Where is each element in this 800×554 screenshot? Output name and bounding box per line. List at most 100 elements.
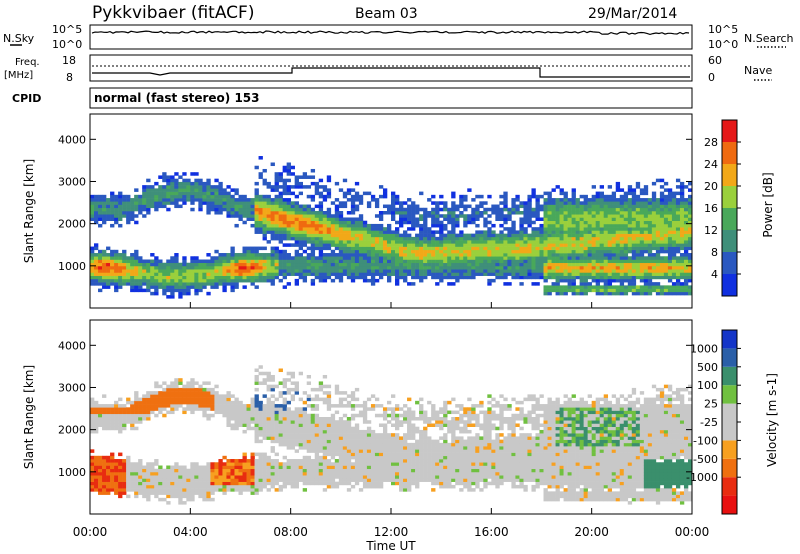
heatmap-cell — [122, 413, 127, 418]
heatmap-cell — [539, 262, 544, 267]
heatmap-cell — [250, 207, 255, 212]
heatmap-cell — [591, 201, 596, 205]
heatmap-cell — [539, 275, 544, 280]
heatmap-cell — [310, 436, 316, 440]
heatmap-cell — [158, 404, 163, 408]
heatmap-cell — [607, 227, 613, 231]
heatmap-cell — [463, 259, 468, 264]
heatmap-cell — [190, 387, 195, 392]
heatmap-cell — [210, 394, 215, 398]
heatmap-cell — [110, 259, 115, 264]
heatmap-cell — [591, 194, 596, 199]
heatmap-cell — [254, 269, 259, 273]
heatmap-cell — [190, 394, 195, 398]
heatmap-cell — [551, 259, 556, 264]
heatmap-cell — [330, 230, 336, 234]
heatmap-cell — [407, 265, 412, 270]
heatmap-cell — [366, 272, 372, 276]
heatmap-cell — [178, 494, 183, 499]
heatmap-cell — [282, 168, 287, 173]
heatmap-cell — [222, 397, 227, 402]
heatmap-cell — [226, 201, 231, 205]
heatmap-cell — [106, 491, 111, 495]
heatmap-cell — [555, 204, 560, 209]
heatmap-cell — [122, 204, 127, 209]
heatmap-cell — [595, 249, 600, 254]
heatmap-cell — [302, 462, 308, 466]
heatmap-cell — [278, 465, 283, 470]
heatmap-cell — [166, 275, 171, 280]
heatmap-cell — [515, 233, 520, 238]
heatmap-cell — [238, 217, 243, 221]
heatmap-cell — [439, 278, 444, 283]
heatmap-cell — [655, 211, 661, 215]
heatmap-cell — [274, 172, 279, 176]
heatmap-cell — [603, 246, 609, 251]
heatmap-cell — [210, 259, 215, 264]
heatmap-cell — [479, 236, 484, 241]
heatmap-cell — [671, 256, 677, 260]
heatmap-cell — [627, 285, 633, 289]
colorbar-tick-label: 12 — [704, 224, 718, 237]
heatmap-cell — [278, 207, 283, 212]
heatmap-cell — [302, 436, 308, 440]
heatmap-cell — [382, 249, 388, 254]
heatmap-cell — [262, 269, 267, 273]
heatmap-cell — [495, 253, 500, 257]
heatmap-cell — [370, 233, 376, 238]
heatmap-cell — [178, 269, 183, 273]
heatmap-cell — [631, 253, 637, 257]
heatmap-cell — [503, 220, 508, 225]
heatmap-cell — [607, 265, 613, 270]
heatmap-cell — [310, 168, 316, 173]
heatmap-cell — [491, 204, 496, 209]
heatmap-cell — [543, 204, 548, 209]
heatmap-cell — [515, 204, 520, 209]
heatmap-cell — [158, 491, 163, 495]
heatmap-cell — [403, 256, 408, 260]
heatmap-cell — [258, 465, 263, 470]
heatmap-cell — [539, 243, 544, 247]
heatmap-cell — [306, 253, 312, 257]
heatmap-cell — [182, 410, 187, 415]
heatmap-cell — [278, 423, 283, 427]
heatmap-cell — [134, 188, 139, 192]
heatmap-cell — [90, 272, 95, 276]
heatmap-cell — [230, 211, 235, 215]
heatmap-cell — [190, 465, 195, 470]
heatmap-cell — [242, 455, 247, 460]
heatmap-cell — [515, 259, 520, 264]
heatmap-cell — [599, 259, 604, 264]
heatmap-cell — [559, 291, 564, 296]
heatmap-cell — [551, 285, 556, 289]
heatmap-cell — [130, 262, 135, 267]
heatmap-cell — [226, 207, 231, 212]
heatmap-cell — [623, 278, 629, 283]
heatmap-cell — [262, 272, 267, 276]
heatmap-cell — [178, 278, 183, 283]
heatmap-cell — [354, 227, 360, 231]
heatmap-cell — [274, 207, 279, 212]
heatmap-cell — [447, 253, 452, 257]
heatmap-cell — [527, 220, 532, 225]
heatmap-cell — [210, 282, 215, 286]
heatmap-cell — [391, 265, 396, 270]
heatmap-cell — [467, 188, 472, 192]
heatmap-cell — [302, 185, 308, 189]
heatmap-cell — [346, 265, 352, 270]
heatmap-cell — [643, 249, 649, 254]
heatmap-cell — [615, 188, 621, 192]
heatmap-cell — [431, 246, 436, 251]
heatmap-cell — [326, 214, 332, 218]
heatmap-cell — [611, 256, 617, 260]
heatmap-cell — [547, 243, 552, 247]
heatmap-cell — [575, 220, 580, 225]
heatmap-cell — [374, 223, 380, 228]
heatmap-cell — [358, 256, 364, 260]
heatmap-cell — [174, 475, 179, 479]
heatmap-cell — [194, 181, 199, 186]
heatmap-cell — [178, 397, 183, 402]
heatmap-cell — [302, 426, 308, 431]
heatmap-cell — [190, 484, 195, 489]
heatmap-cell — [611, 233, 617, 238]
